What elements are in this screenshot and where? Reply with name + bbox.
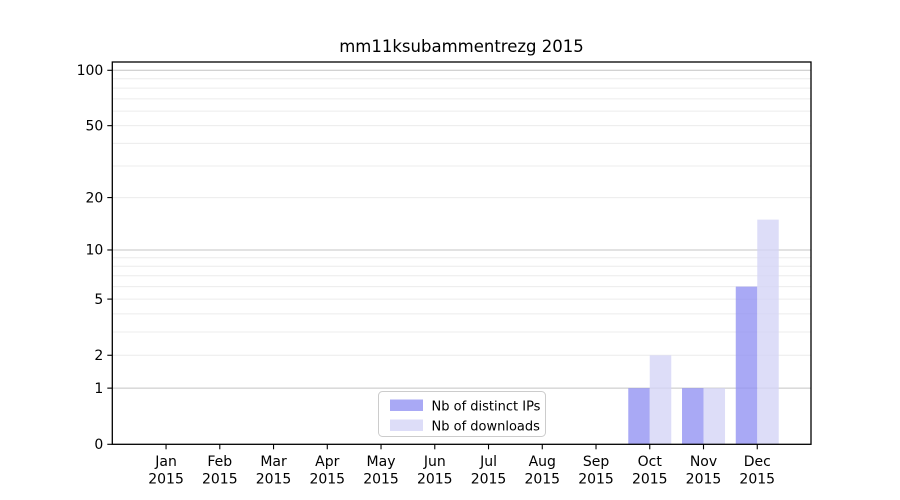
x-axis-tick-label-month: Nov [690,454,717,470]
x-axis-tick-label-month: Sep [583,454,610,470]
x-axis-tick-label-year: 2015 [202,472,238,488]
x-axis-tick-label-month: Apr [315,454,339,470]
x-axis-tick-label-year: 2015 [256,472,292,488]
bar-downloads [649,355,672,445]
minor-gridlines [112,78,811,356]
legend-swatch-distinct-ips [390,399,423,411]
y-axis-tick-label: 10 [85,243,103,259]
y-axis-tick-label: 20 [85,190,103,206]
x-axis-tick-label-month: Feb [207,454,232,470]
x-axis-tick-label-year: 2015 [363,472,399,488]
x-axis-tick-label-year: 2015 [739,472,775,488]
legend: Nb of distinct IPs Nb of downloads [378,391,546,437]
y-axis-tick-label: 1 [94,381,103,397]
x-axis-tick-label-year: 2015 [686,472,722,488]
y-axis-tick-label: 100 [77,63,104,79]
y-axis-tick-label: 2 [94,348,103,364]
x-axis-tick-label-year: 2015 [148,472,184,488]
legend-swatch-downloads [390,419,423,431]
bar-distinct-ips [628,388,650,445]
x-axis-tick-label-month: Aug [529,454,556,470]
y-axis-tick-label: 5 [94,292,103,308]
x-axis-tick-label-month: Jan [154,454,177,470]
x-axis-tick-label-month: May [367,454,396,470]
y-axis-tick-label: 50 [85,118,103,134]
x-axis-tick-label-year: 2015 [471,472,507,488]
y-axis-tick-label: 0 [94,437,103,453]
legend-label-distinct-ips: Nb of distinct IPs [432,400,541,415]
bar-downloads [757,219,779,445]
bar-downloads [703,388,726,445]
legend-label-downloads: Nb of downloads [432,420,541,435]
major-gridlines [112,69,811,389]
x-axis-tick-label-year: 2015 [578,472,614,488]
x-axis-tick-label-month: Mar [260,454,287,470]
bar-distinct-ips [735,286,758,445]
x-axis-tick-label-year: 2015 [309,472,345,488]
x-axis-tick-label-year: 2015 [524,472,560,488]
bar-distinct-ips [682,388,704,445]
x-axis-tick-label-month: Dec [744,454,771,470]
plot-frame [111,61,812,445]
x-axis-tick-label-month: Jul [479,454,497,470]
x-axis-tick-label-year: 2015 [417,472,453,488]
x-axis-tick-label-month: Jun [423,454,446,470]
chart-title: mm11ksubammentrezg 2015 [339,37,584,56]
x-axis-tick-label-month: Oct [638,454,663,470]
x-axis-tick-label-year: 2015 [632,472,668,488]
x-axis: Jan 2015 Feb 2015 Mar 2015 Apr 2015 May 2015 Jun 20… [148,444,775,488]
bars [628,219,779,445]
